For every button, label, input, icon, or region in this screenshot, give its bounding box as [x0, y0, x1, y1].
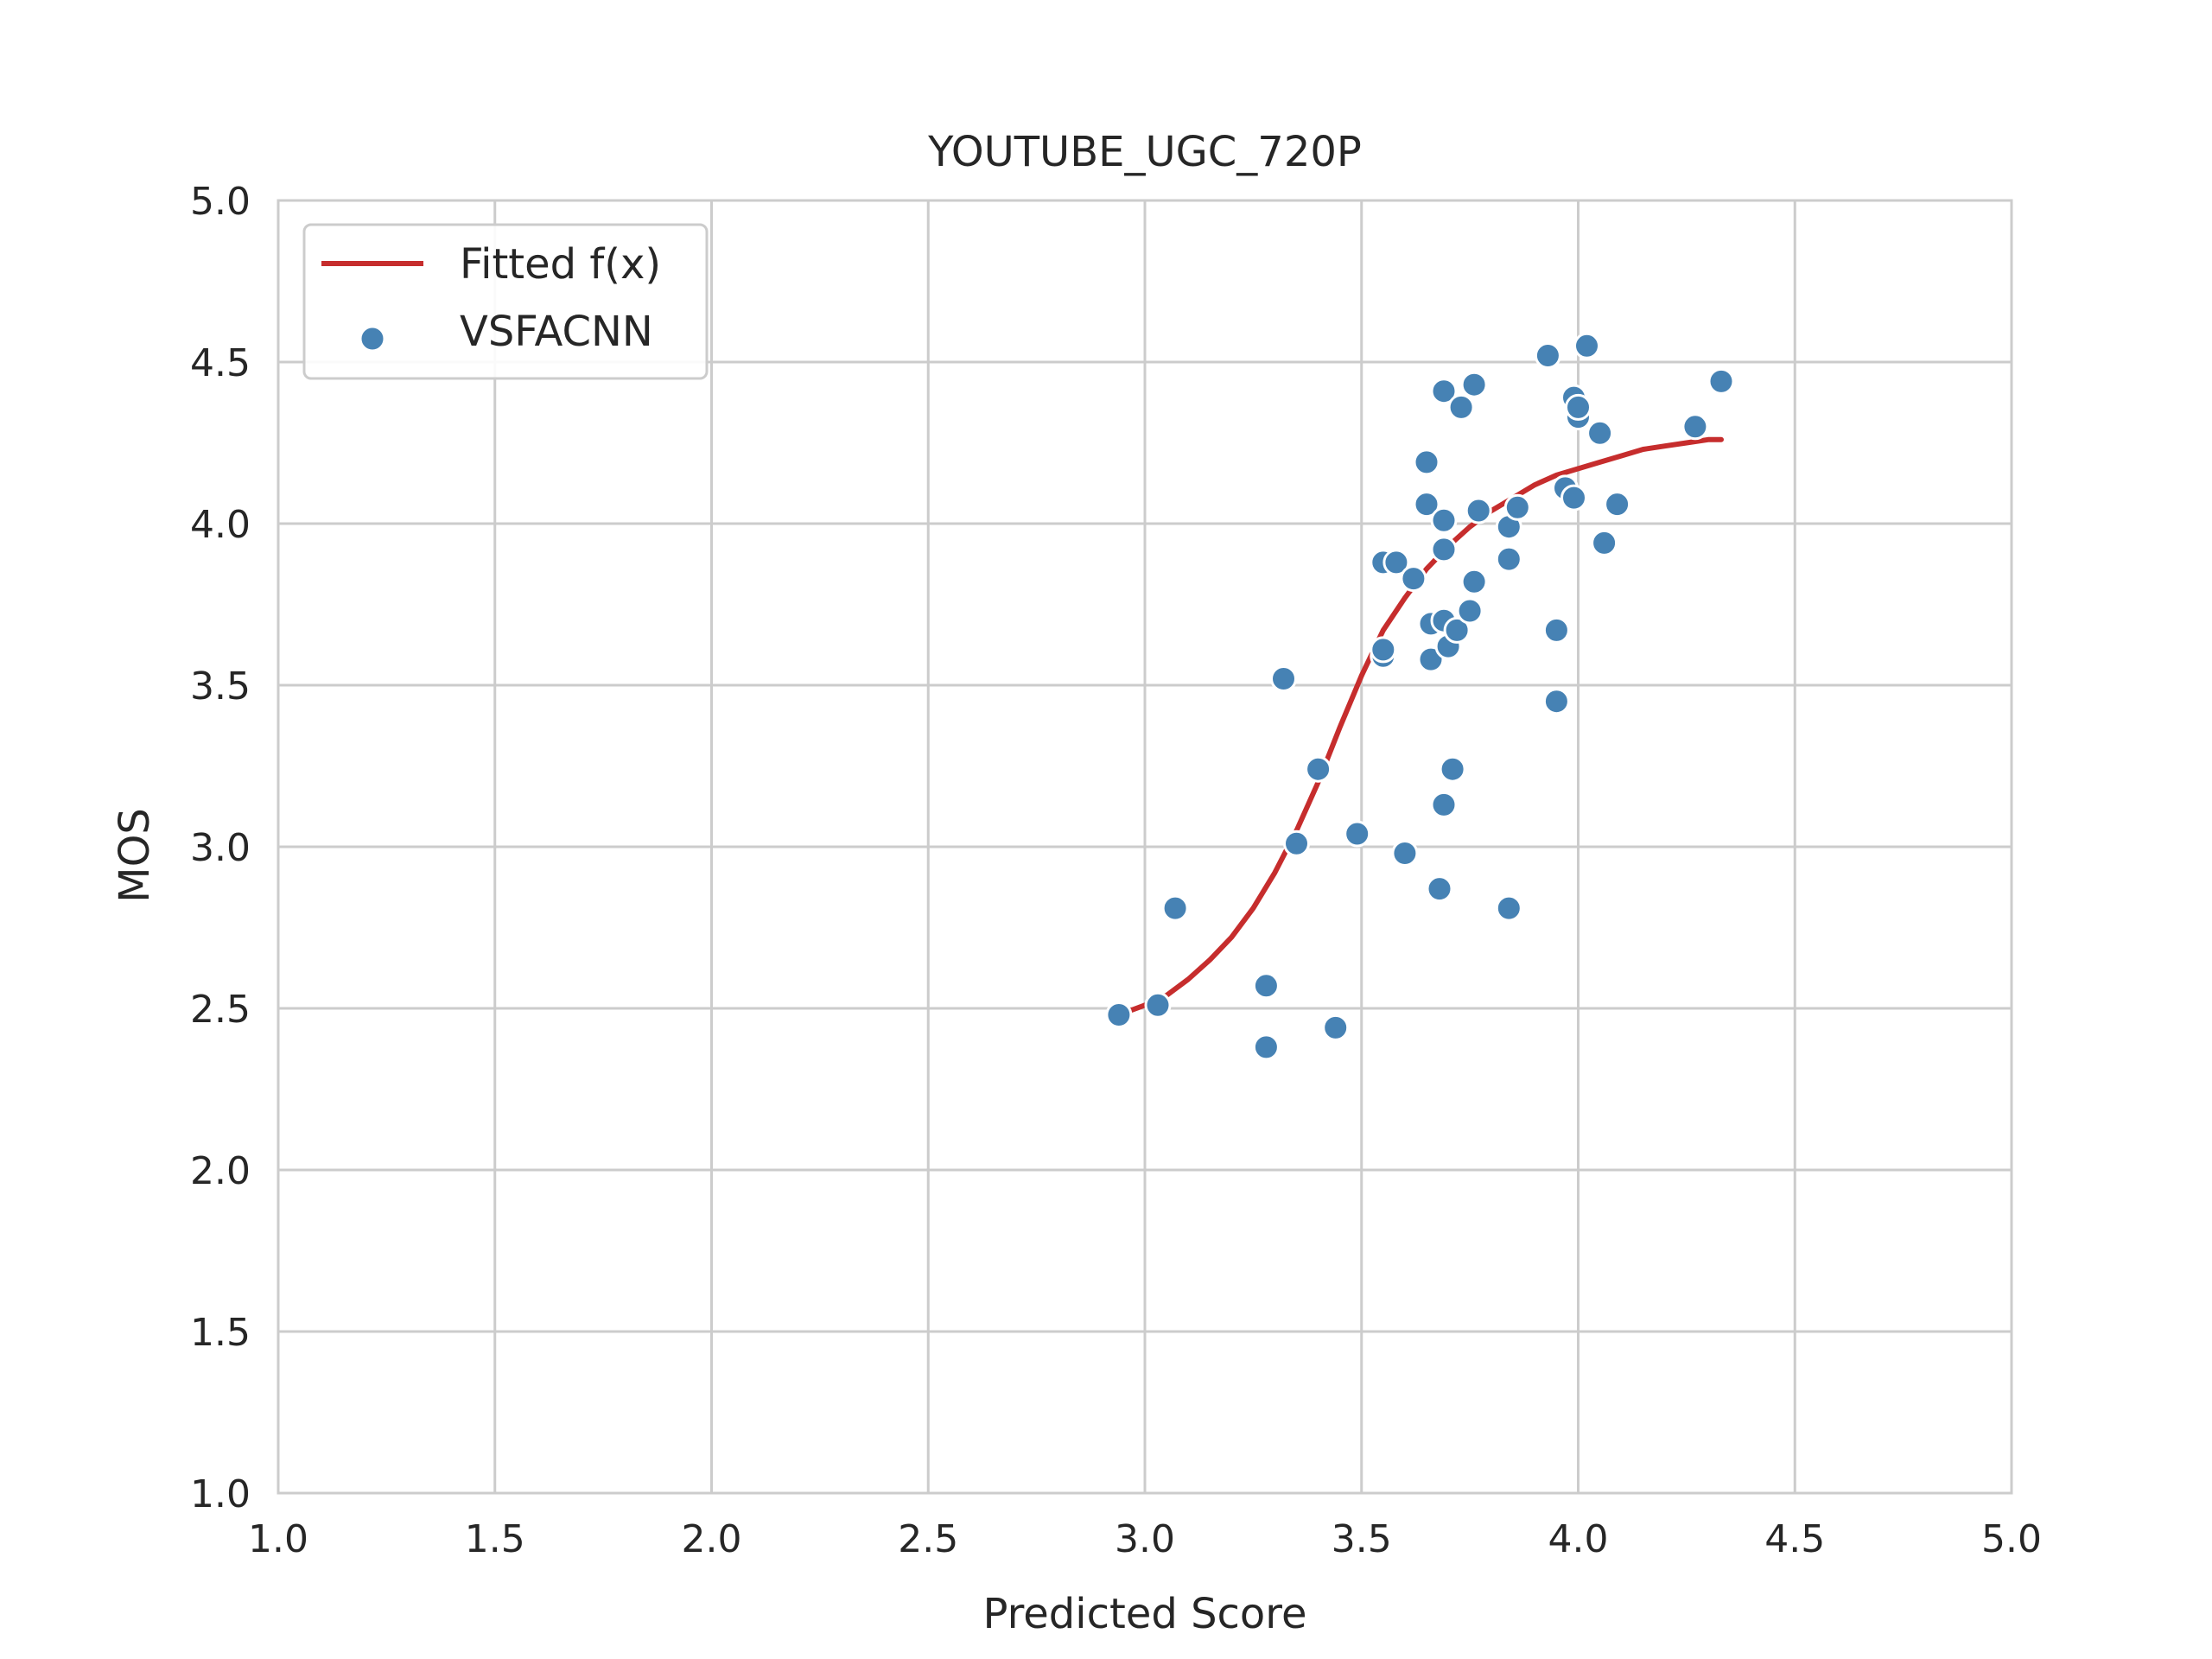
x-tick-label: 4.0 [1548, 1517, 1609, 1561]
scatter-point [1443, 616, 1471, 644]
x-tick-label: 5.0 [1981, 1517, 2042, 1561]
scatter-point [1560, 484, 1587, 512]
scatter-point [1344, 820, 1371, 848]
legend-scatter-swatch [359, 325, 386, 353]
scatter-point [1252, 1033, 1280, 1061]
x-axis-label: Predicted Score [982, 1590, 1306, 1638]
scatter-point [1503, 493, 1531, 521]
scatter-point [1161, 894, 1189, 922]
scatter-point [1591, 529, 1618, 556]
scatter-point [1439, 755, 1466, 783]
scatter-point [1565, 393, 1592, 421]
scatter-point [1430, 536, 1458, 563]
y-tick-label: 4.5 [190, 341, 251, 385]
scatter-point [1456, 597, 1484, 625]
scatter-point [1707, 367, 1735, 395]
scatter-point [1465, 497, 1492, 524]
y-axis-label: MOS [111, 808, 159, 903]
scatter-point [1586, 419, 1614, 447]
y-tick-label: 3.0 [190, 826, 251, 870]
scatter-point [1430, 378, 1458, 405]
scatter-point [1460, 371, 1488, 398]
scatter-point [1305, 755, 1332, 783]
scatter-point [1283, 830, 1310, 857]
x-tick-label: 2.0 [682, 1517, 742, 1561]
scatter-point [1534, 342, 1561, 369]
x-tick-label: 1.0 [248, 1517, 308, 1561]
scatter-point [1426, 875, 1453, 903]
x-tick-label: 4.5 [1764, 1517, 1825, 1561]
legend-scatter-label: VSFACNN [460, 308, 653, 356]
x-tick-label: 3.0 [1115, 1517, 1175, 1561]
y-tick-label: 1.0 [190, 1472, 251, 1516]
scatter-point [1681, 413, 1709, 441]
scatter-point [1144, 991, 1172, 1019]
x-tick-label: 2.5 [898, 1517, 958, 1561]
scatter-point [1542, 616, 1570, 644]
y-tick-label: 5.0 [190, 180, 251, 224]
scatter-point [1370, 636, 1397, 664]
x-tick-labels: 1.0 1.5 2.0 2.5 3.0 3.5 4.0 4.5 5.0 [248, 1517, 2042, 1561]
scatter-point [1382, 549, 1410, 576]
legend: Fitted f(x) VSFACNN [302, 223, 709, 380]
y-tick-label: 4.0 [190, 503, 251, 547]
scatter-point [1430, 506, 1458, 534]
scatter-point [1495, 545, 1522, 573]
fit-line [1116, 436, 1724, 1018]
fit-layer [1116, 436, 1724, 1018]
scatter-point [1270, 665, 1297, 692]
y-tick-label: 2.0 [190, 1149, 251, 1193]
scatter-point [1322, 1014, 1350, 1041]
scatter-point [1105, 1001, 1133, 1028]
legend-fit-label: Fitted f(x) [460, 240, 661, 289]
x-tick-label: 1.5 [465, 1517, 525, 1561]
scatter-point [1447, 393, 1475, 421]
y-tick-labels: 1.0 1.5 2.0 2.5 3.0 3.5 4.0 4.5 5.0 [190, 180, 251, 1516]
scatter-point [1495, 894, 1522, 922]
scatter-point [1430, 791, 1458, 818]
scatter-point [1460, 568, 1488, 595]
scatter-point [1252, 972, 1280, 1000]
y-tick-label: 2.5 [190, 988, 251, 1032]
scatter-point [1413, 448, 1440, 476]
plot-frame [276, 199, 2013, 1495]
points-layer [1105, 332, 1735, 1061]
scatter-point [1391, 840, 1419, 867]
y-tick-label: 3.5 [190, 664, 251, 709]
scatter-point [1413, 491, 1440, 518]
chart-title: YOUTUBE_UGC_720P [927, 128, 1362, 176]
scatter-point [1542, 688, 1570, 715]
y-tick-label: 1.5 [190, 1311, 251, 1355]
scatter-point [1400, 565, 1427, 593]
x-tick-label: 3.5 [1332, 1517, 1392, 1561]
scatter-point [1604, 491, 1631, 518]
scatter-point [1573, 332, 1600, 359]
